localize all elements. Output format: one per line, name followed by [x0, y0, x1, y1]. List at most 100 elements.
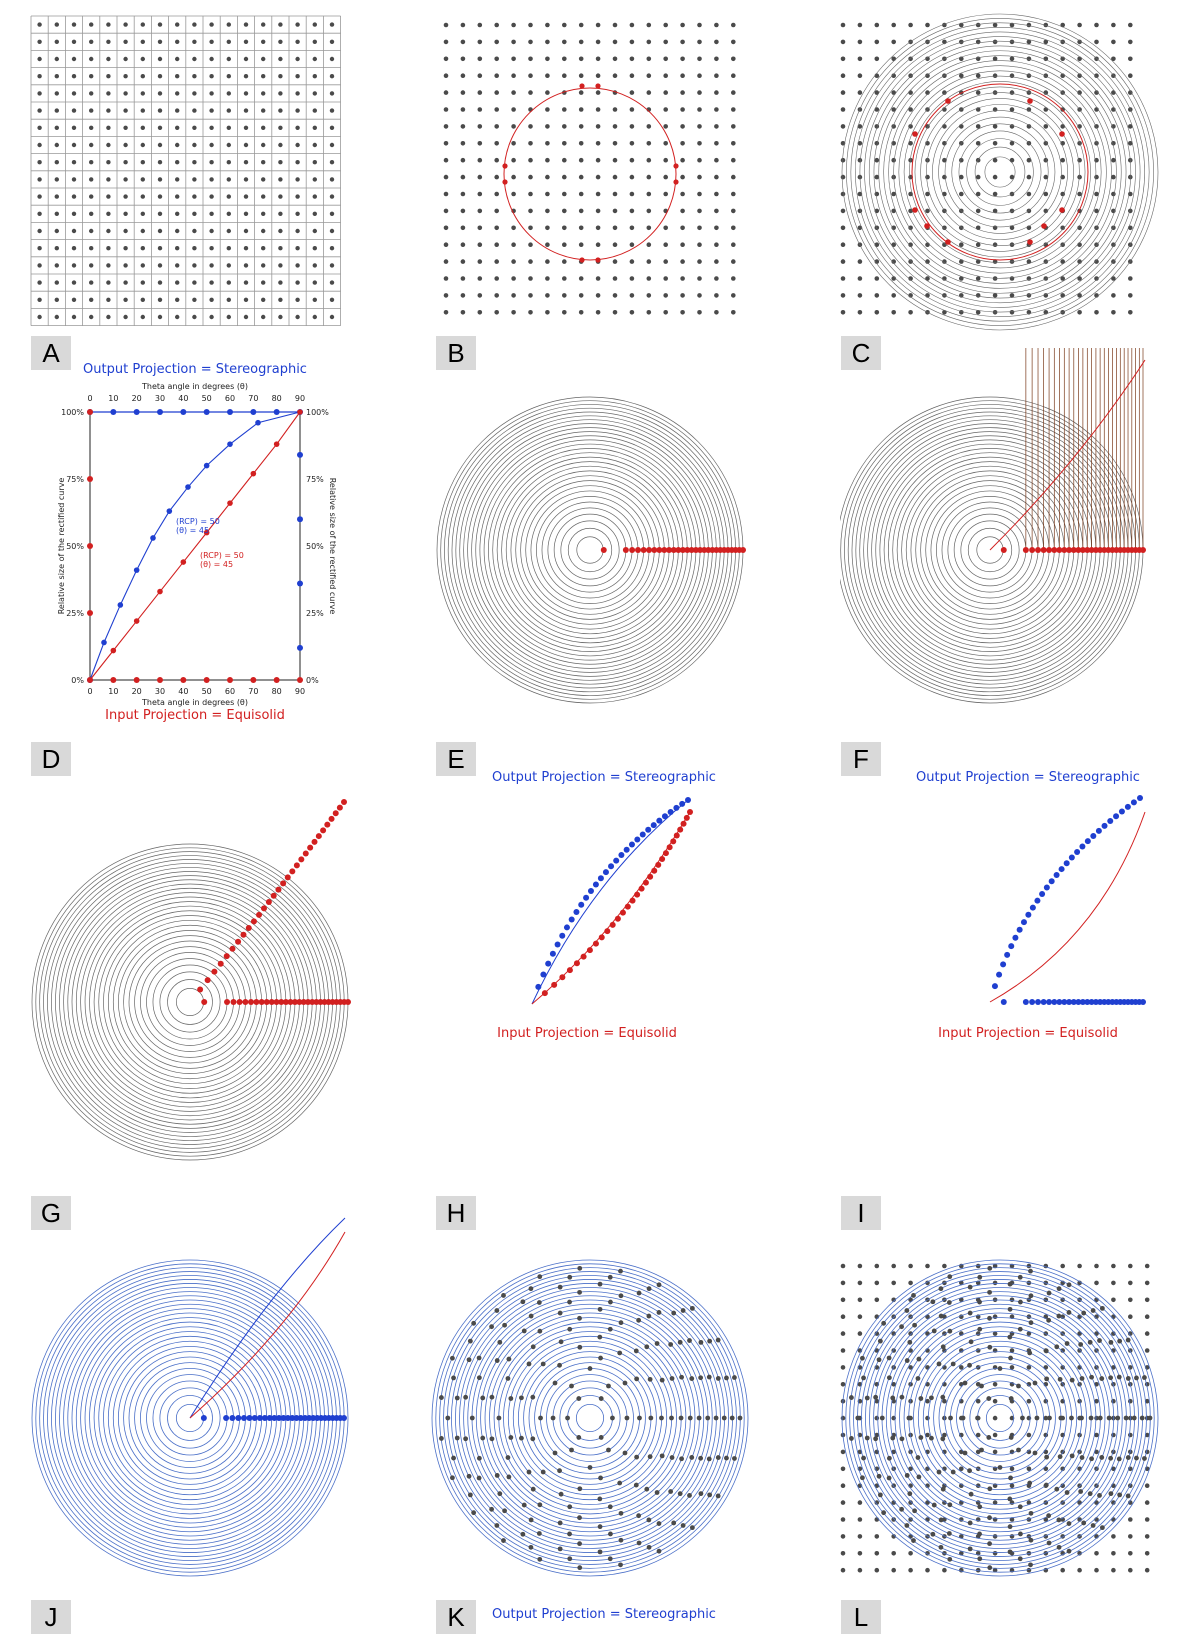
grid-dot — [37, 280, 42, 285]
blue-dot — [645, 826, 652, 833]
ring-dot — [715, 1493, 721, 1499]
curve-dot — [260, 905, 267, 912]
ring-dot — [1028, 1320, 1034, 1326]
grid-dot — [731, 107, 736, 112]
grid-dot — [629, 124, 635, 129]
ring-dot — [1139, 1415, 1145, 1421]
ring-dot — [1117, 1338, 1123, 1344]
ring-dot — [438, 1436, 444, 1441]
ring-dot — [864, 1395, 870, 1401]
grid-dot — [714, 157, 719, 163]
grid-dot — [511, 56, 516, 62]
grid-dot — [731, 157, 736, 163]
ring-dot — [1142, 1456, 1147, 1461]
ring-dot — [947, 1328, 953, 1334]
grid-dot — [840, 191, 846, 197]
grid-dot — [874, 157, 880, 163]
ring-dot — [1007, 1281, 1013, 1287]
grid-dot — [494, 141, 500, 146]
grid-dot — [261, 142, 266, 148]
ray-dot — [1066, 547, 1073, 553]
grid-dot — [562, 141, 567, 146]
grid-dot — [123, 22, 128, 27]
highlight-dot — [912, 131, 918, 137]
ring-dot — [659, 1377, 665, 1383]
ring-dot — [689, 1455, 695, 1460]
ray-dot — [302, 1415, 309, 1421]
top-tick-label: 90 — [295, 394, 305, 403]
ray-dot — [688, 547, 695, 553]
ring-dot — [438, 1395, 444, 1400]
ring — [885, 1303, 1115, 1533]
ring-dot — [618, 1510, 624, 1516]
ray-dot — [656, 547, 663, 553]
ring-dot — [519, 1435, 524, 1441]
grid-dot — [89, 211, 94, 216]
ring-dot — [506, 1356, 512, 1362]
ring-dot — [907, 1491, 913, 1497]
grid-dot — [975, 1567, 981, 1573]
grid-dot — [175, 142, 180, 148]
grid-dot — [157, 56, 163, 62]
ring-dot — [938, 1313, 944, 1319]
top-axis-dot — [250, 409, 257, 415]
ring-dot — [445, 1415, 451, 1421]
grid-dot — [329, 91, 335, 96]
ring-dot — [899, 1506, 904, 1512]
grid-dot — [477, 107, 483, 112]
grid-dot — [1077, 276, 1082, 281]
grid-dot — [71, 108, 77, 113]
ring-dot — [947, 1556, 953, 1562]
grid-dot — [1026, 1280, 1032, 1286]
grid-dot — [680, 107, 685, 112]
grid-dot — [663, 225, 668, 231]
grid-dot — [663, 293, 668, 298]
grid-dot — [1144, 1483, 1150, 1488]
ring-dot — [608, 1531, 613, 1537]
grid-dot — [192, 22, 197, 27]
grid-dot — [545, 56, 550, 62]
grid-dot — [477, 242, 483, 247]
ring — [985, 1403, 1015, 1433]
ring-dot — [1043, 1482, 1049, 1488]
panel-a-grid — [30, 15, 342, 327]
red-circle — [503, 87, 677, 261]
grid-dot — [71, 39, 77, 44]
ring-dot — [597, 1549, 603, 1555]
grid-dot — [123, 246, 128, 251]
highlight-dot — [945, 239, 951, 245]
grid-dot — [925, 208, 930, 214]
grid-dot — [1026, 1449, 1032, 1455]
grid-dot — [71, 177, 77, 182]
highlight-dot — [924, 223, 930, 229]
ring-dot — [915, 1376, 921, 1381]
grid-dot — [908, 1365, 913, 1370]
ring-dot — [977, 1299, 982, 1305]
grid-dot — [925, 174, 930, 180]
ring — [873, 45, 1127, 299]
grid-dot — [1128, 124, 1133, 129]
grid-dot — [612, 259, 618, 264]
ray-dot — [1040, 547, 1047, 553]
ring-dot — [567, 1504, 573, 1510]
ray-dot — [341, 1415, 347, 1421]
ray-dot — [268, 999, 275, 1005]
ring — [933, 1351, 1067, 1485]
grid-dot — [1043, 22, 1049, 28]
grid-dot — [697, 73, 702, 78]
top-tick-label: 20 — [132, 394, 142, 403]
ring — [567, 1395, 613, 1441]
ring-dot — [537, 1274, 543, 1280]
series-point — [203, 462, 210, 469]
grid-dot — [714, 225, 719, 231]
ray-dot — [223, 1415, 230, 1421]
grid-dot — [157, 246, 163, 251]
grid-dot — [71, 160, 77, 165]
grid-dot — [1111, 157, 1116, 163]
blue-dot — [563, 924, 570, 931]
grid-dot — [37, 314, 42, 320]
ring-dot — [494, 1358, 500, 1363]
grid-dot — [840, 1449, 846, 1455]
grid-dot — [1077, 1567, 1082, 1573]
ring-dot — [1125, 1337, 1131, 1343]
